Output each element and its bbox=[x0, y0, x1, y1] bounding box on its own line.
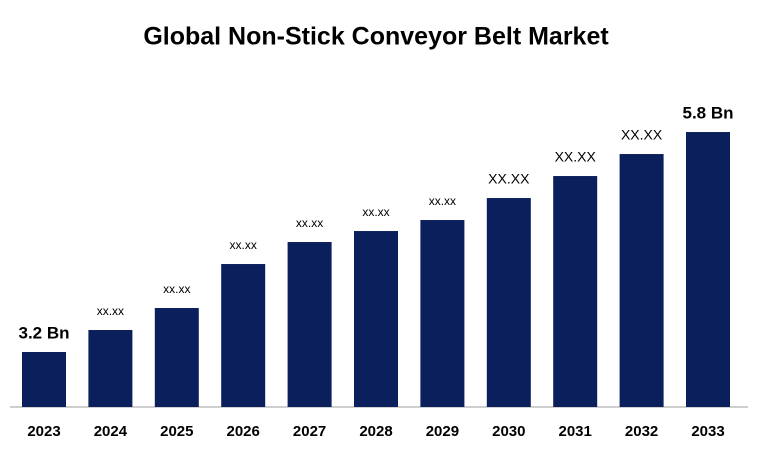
value-label: xx.xx bbox=[296, 216, 323, 230]
value-label: xx.xx bbox=[429, 194, 456, 208]
x-tick-label: 2030 bbox=[492, 423, 525, 440]
bar bbox=[420, 220, 465, 407]
x-tick-label: 2028 bbox=[359, 423, 392, 440]
bar bbox=[553, 176, 598, 407]
bar bbox=[22, 352, 66, 407]
x-tick-label: 2029 bbox=[426, 423, 459, 440]
chart-title: Global Non-Stick Conveyor Belt Market bbox=[143, 23, 609, 51]
value-label: 5.8 Bn bbox=[682, 104, 733, 123]
x-tick-label: 2031 bbox=[559, 423, 592, 440]
bar bbox=[221, 264, 266, 407]
x-tick-label: 2023 bbox=[27, 423, 60, 440]
value-label: xx.xx bbox=[230, 238, 257, 252]
bar bbox=[287, 242, 332, 407]
value-label: xx.xx bbox=[163, 282, 190, 296]
x-tick-label: 2025 bbox=[160, 423, 193, 440]
bar bbox=[686, 132, 730, 408]
value-label: XX.XX bbox=[555, 149, 597, 165]
bar bbox=[354, 231, 398, 407]
bar bbox=[619, 154, 664, 407]
bar bbox=[154, 308, 199, 407]
x-tick-label: 2026 bbox=[227, 423, 260, 440]
value-label: XX.XX bbox=[488, 171, 530, 187]
x-tick-label: 2033 bbox=[691, 423, 724, 440]
bar bbox=[88, 330, 133, 407]
value-label: xx.xx bbox=[97, 304, 124, 318]
bar bbox=[486, 198, 531, 407]
x-tick-label: 2024 bbox=[94, 423, 128, 440]
x-tick-label: 2032 bbox=[625, 423, 658, 440]
value-label: xx.xx bbox=[362, 205, 389, 219]
value-label: XX.XX bbox=[621, 127, 663, 143]
x-tick-label: 2027 bbox=[293, 423, 326, 440]
value-label: 3.2 Bn bbox=[18, 323, 69, 342]
